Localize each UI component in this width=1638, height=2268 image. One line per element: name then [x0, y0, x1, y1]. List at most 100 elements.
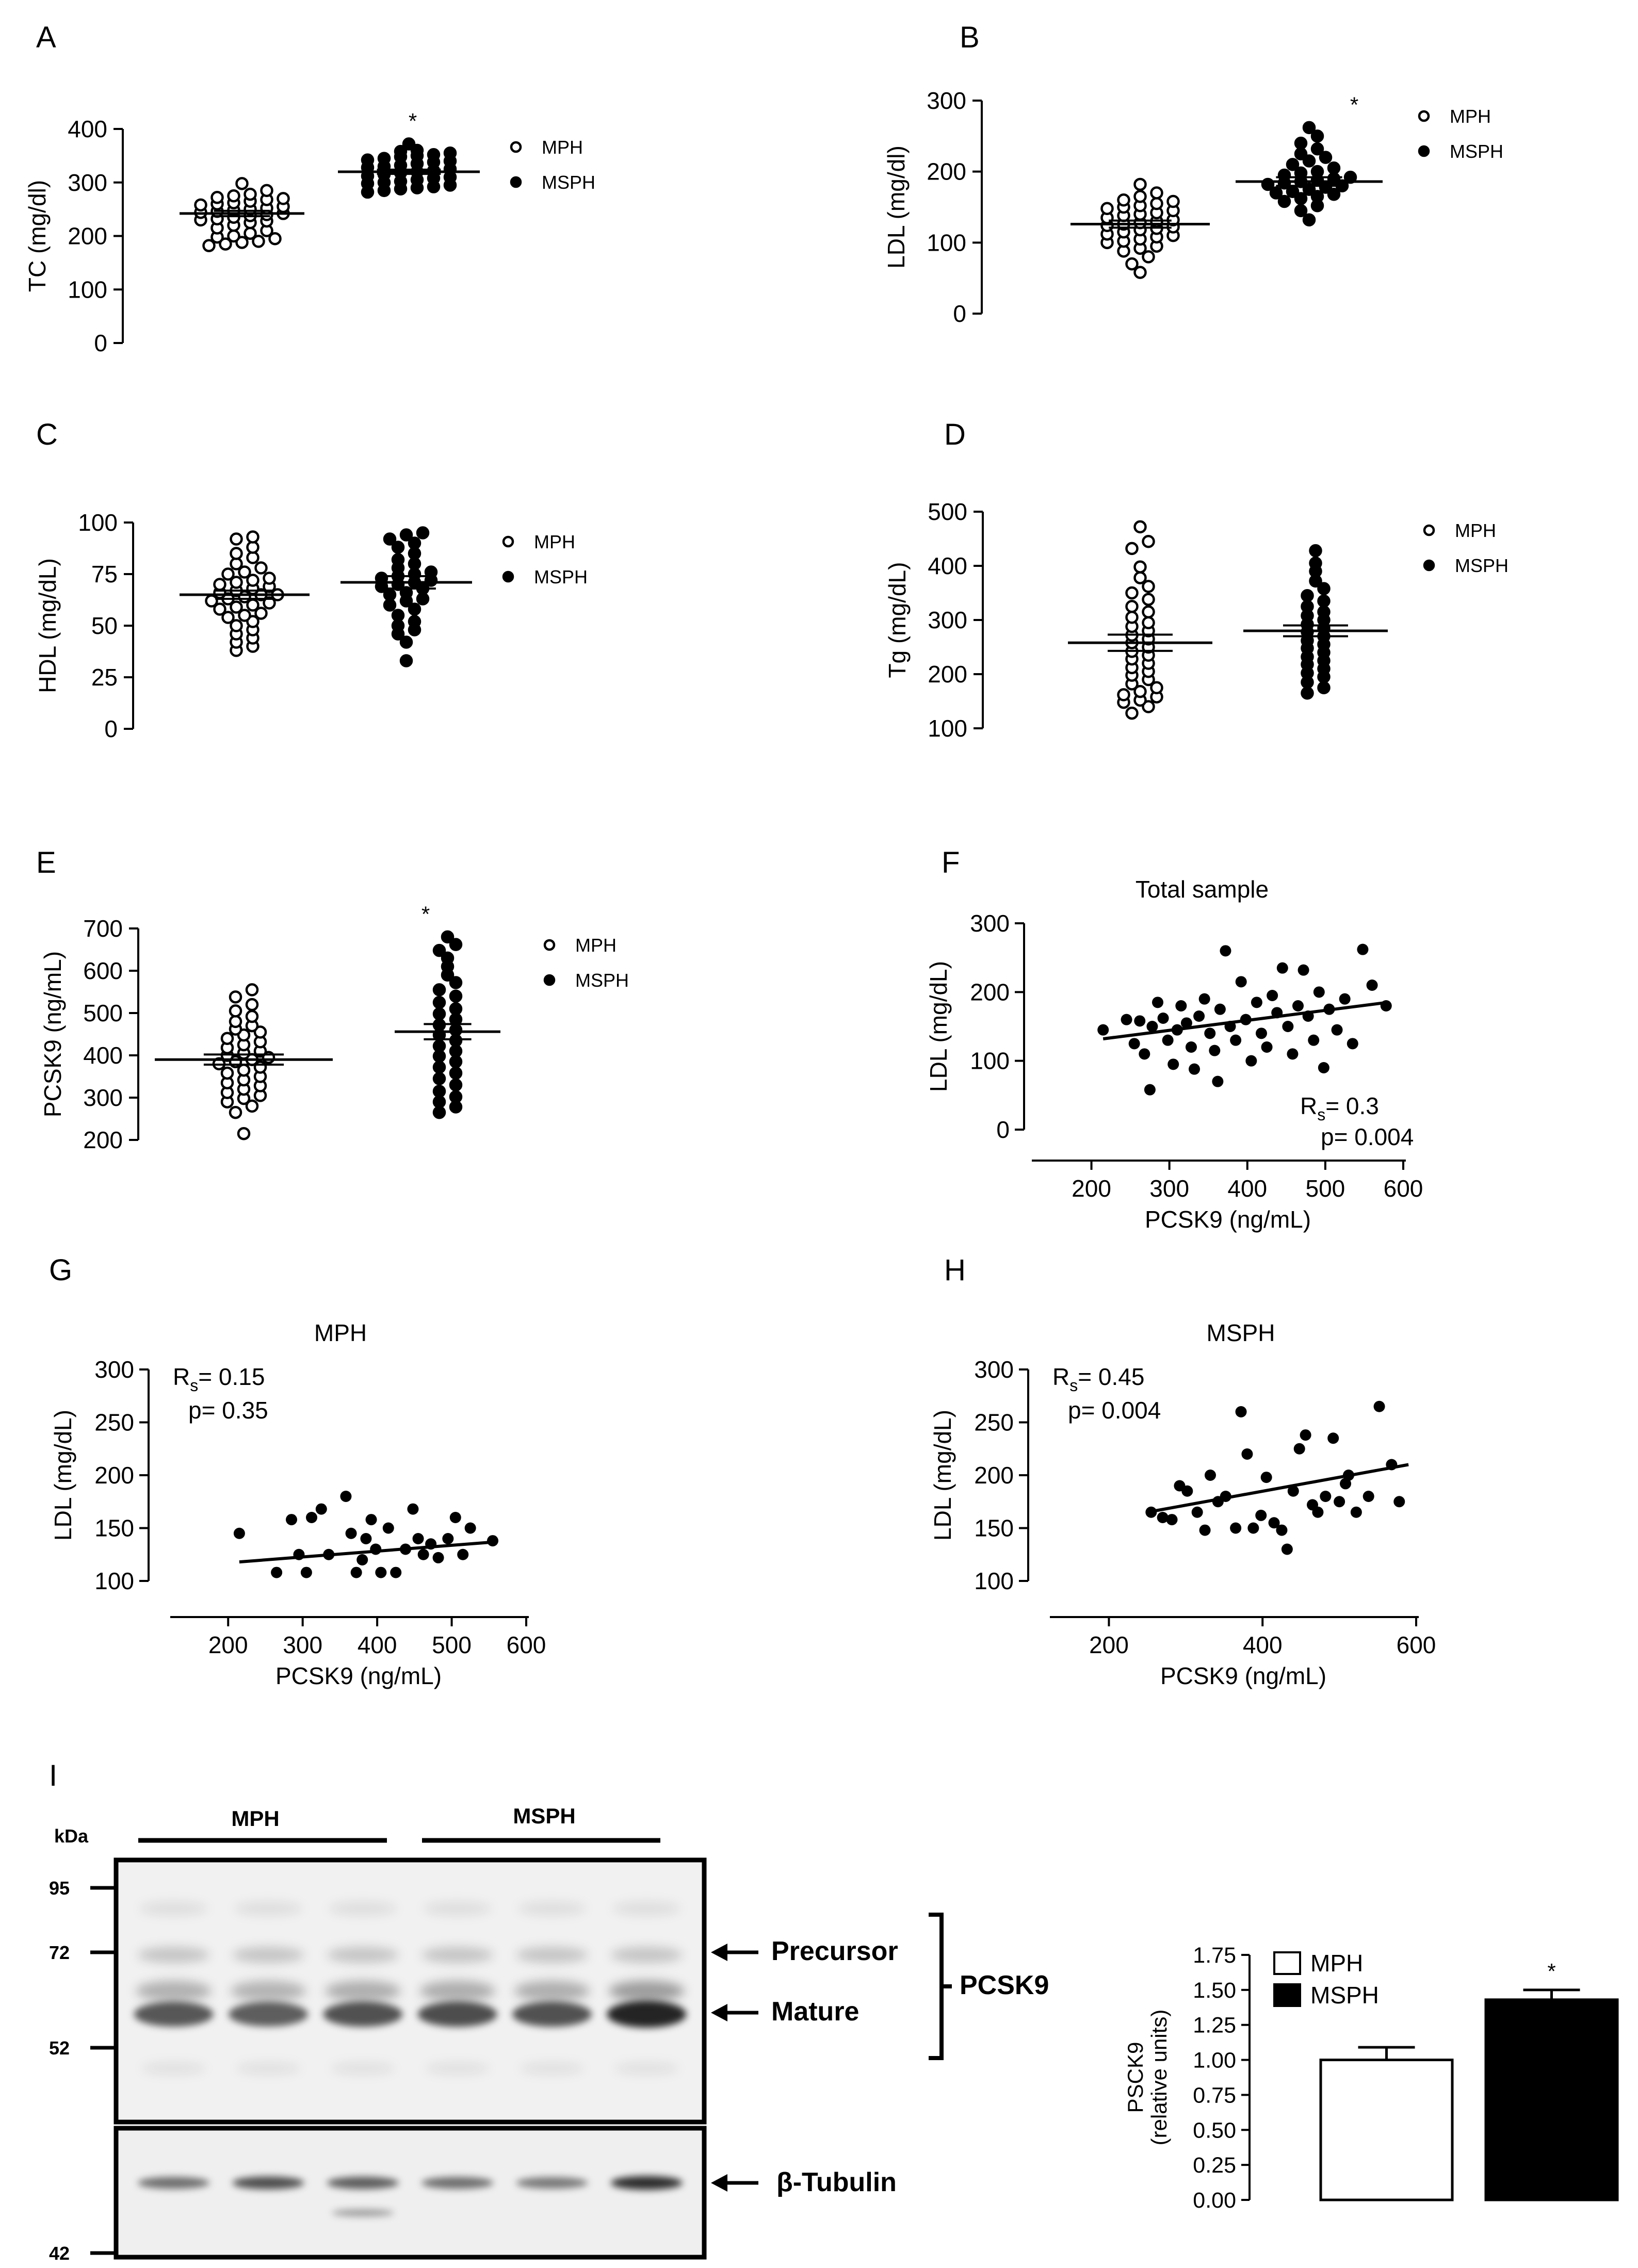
blot-tubulin-frame	[113, 2126, 707, 2260]
background-smear	[141, 2062, 206, 2075]
data-point	[432, 1105, 446, 1119]
data-point	[449, 1078, 463, 1092]
x-tick-label: 400	[358, 1631, 397, 1658]
data-point	[1125, 586, 1139, 600]
blot-bands	[134, 1901, 687, 2216]
data-point	[408, 536, 421, 550]
data-point	[399, 528, 413, 542]
data-point	[1310, 190, 1324, 203]
data-point	[230, 547, 243, 560]
data-point	[1144, 1084, 1156, 1096]
data-point	[375, 1567, 387, 1578]
data-point	[245, 983, 259, 997]
data-point	[1121, 1014, 1132, 1025]
y-tick-label: 75	[91, 561, 118, 588]
y-tick-label: 200	[970, 978, 1010, 1005]
pcsk9-blot-quantification-chart: 0.00 0.25 0.50 0.75 1.00 1.25 1.50 1.75 PSCK9(re…	[1123, 1943, 1619, 2213]
data-point	[432, 1072, 446, 1085]
data-point	[1298, 964, 1309, 976]
data-point	[253, 1025, 267, 1039]
y-tick-label: 150	[974, 1515, 1014, 1542]
precursor-arrow-head	[711, 1944, 727, 1961]
x-tick-label: 500	[1306, 1175, 1345, 1202]
background-smear	[612, 1901, 681, 1916]
data-point	[345, 1527, 357, 1539]
data-point	[1150, 197, 1163, 210]
data-point	[1214, 1003, 1226, 1015]
data-point	[1097, 1024, 1109, 1036]
tubulin-band	[421, 2177, 494, 2189]
data-point	[233, 1527, 245, 1539]
data-point	[1255, 1509, 1267, 1521]
msph-correlation-chart: MSPH 100 150 200 250 300 LDL (mg/dL) 200 400 600 P…	[929, 1319, 1436, 1689]
data-point	[443, 146, 457, 160]
background-smear	[520, 2062, 585, 2075]
data-point	[1334, 1496, 1345, 1508]
blot-group-label-mph: MPH	[231, 1806, 279, 1831]
data-point	[407, 1503, 419, 1515]
y-tick-label: 300	[68, 169, 107, 196]
x-tick-label: 200	[1089, 1631, 1129, 1658]
x-tick-label: 400	[1227, 1175, 1267, 1202]
minor-band	[331, 2209, 394, 2216]
data-point	[449, 1034, 463, 1048]
data-point	[1294, 147, 1308, 160]
data-point	[432, 983, 446, 997]
data-point	[1204, 1027, 1216, 1039]
data-point	[402, 137, 416, 151]
data-point	[449, 1002, 463, 1016]
legend-mph-label: MPH	[575, 935, 617, 956]
data-point	[441, 930, 455, 944]
y-tick-label: 100	[974, 1568, 1014, 1594]
hdl-scatter-chart: 0 25 50 75 100 HDL (mg/dL) MPH MSPH	[34, 509, 588, 742]
data-point	[1260, 1472, 1272, 1483]
marker-label-52: 52	[49, 2037, 70, 2059]
data-point	[1146, 1021, 1158, 1032]
mature-band	[607, 2001, 687, 2028]
y-tick-label: 0	[94, 330, 107, 356]
significance-star: *	[409, 109, 417, 133]
data-point	[432, 996, 446, 1009]
precursor-band	[610, 1947, 683, 1963]
data-point	[1269, 186, 1283, 200]
pcsk9-bracket	[929, 1913, 944, 2060]
background-smear	[331, 2062, 395, 2075]
data-point	[245, 998, 259, 1011]
x-axis-label: PCSK9 (ng/mL)	[1145, 1206, 1311, 1233]
data-point	[252, 235, 265, 248]
y-tick-label: 1.75	[1193, 1943, 1236, 1968]
marker-label-72: 72	[49, 1942, 70, 1963]
data-point	[1310, 129, 1324, 143]
mature-band-halo	[325, 1981, 401, 2001]
data-point	[1261, 1041, 1273, 1053]
y-tick-label: 0.00	[1193, 2188, 1236, 2213]
data-point	[235, 236, 249, 249]
data-point	[1125, 542, 1139, 556]
data-point	[427, 148, 441, 161]
data-point	[1287, 1048, 1299, 1060]
data-point	[365, 1514, 377, 1526]
y-tick-label: 400	[68, 116, 107, 142]
legend-mph-label: MPH	[534, 531, 575, 552]
data-point	[260, 184, 273, 198]
data-point	[1209, 1045, 1221, 1056]
data-point	[1373, 1400, 1385, 1412]
legend-mph-label: MPH	[1310, 1950, 1363, 1977]
data-point	[1310, 165, 1324, 178]
y-tick-label: 250	[94, 1409, 134, 1436]
precursor-label: Precursor	[771, 1936, 898, 1966]
ldl-scatter-chart: 0 100 200 300 LDL (mg/dl) * MPH MSPH	[883, 87, 1503, 327]
data-point	[300, 1567, 312, 1578]
legend-mph-marker	[1418, 110, 1430, 122]
precursor-band	[516, 1947, 588, 1963]
data-point	[1241, 1448, 1253, 1460]
data-point	[1294, 192, 1308, 205]
data-point	[227, 229, 240, 243]
data-point	[246, 574, 260, 587]
data-point	[1320, 1491, 1332, 1502]
data-point	[1133, 571, 1147, 584]
data-point	[238, 565, 251, 579]
pcsk9-scatter-chart: 200 300 400 500 600 700 PCSK9 (ng/mL) * MPH MSPH	[39, 902, 629, 1153]
data-point	[244, 187, 257, 201]
mature-arrow-head	[711, 2004, 727, 2021]
